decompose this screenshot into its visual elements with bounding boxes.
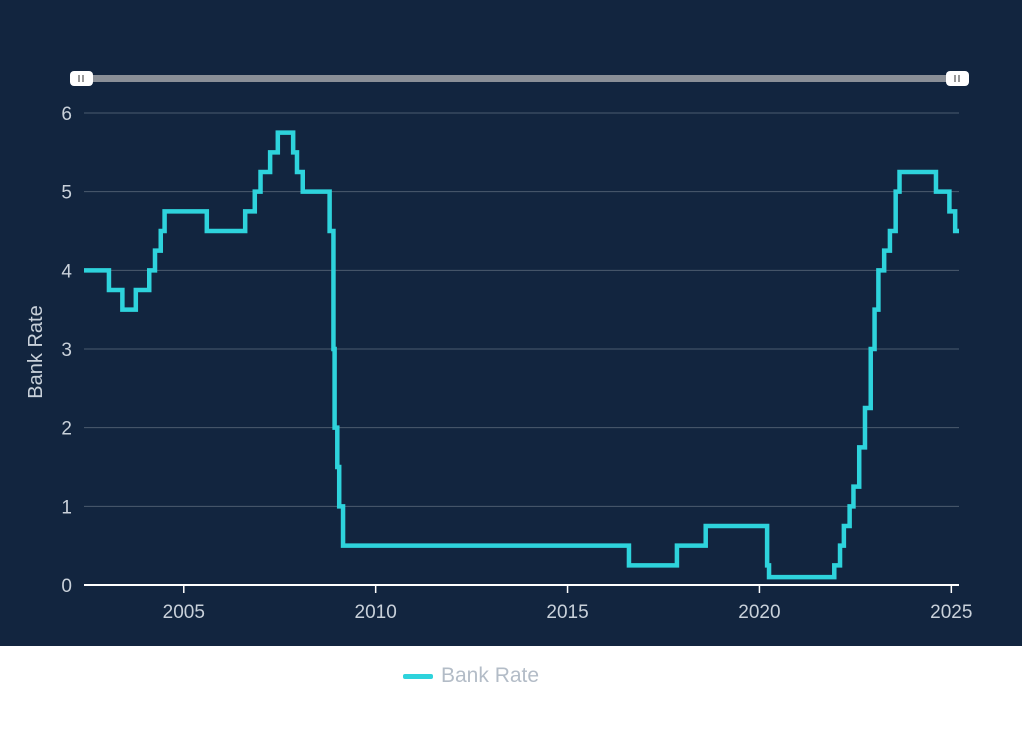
left-handle-body[interactable] (70, 71, 93, 86)
grip-handle-icon (78, 75, 84, 82)
grip-handle-icon (954, 75, 960, 82)
x-tick-label: 2005 (163, 602, 205, 623)
x-tick-label: 2015 (546, 602, 588, 623)
chart-background (0, 0, 1022, 646)
y-tick-label: 5 (61, 183, 72, 204)
y-tick-label: 4 (61, 261, 72, 282)
range-navigator[interactable] (70, 71, 969, 86)
navigator-left-handle[interactable] (70, 71, 93, 86)
y-tick-label: 6 (61, 104, 72, 125)
legend-label-bank-rate[interactable]: Bank Rate (441, 664, 540, 687)
series-line-bank-rate[interactable] (84, 130, 959, 580)
navigator-right-handle[interactable] (946, 71, 969, 86)
right-handle-body[interactable] (946, 71, 969, 86)
x-tick-label: 2010 (355, 602, 397, 623)
legend-swatch (403, 673, 433, 679)
series-layer (84, 130, 959, 580)
y-tick-label: 2 (61, 419, 72, 440)
x-tick-label: 2025 (930, 602, 972, 623)
legend[interactable]: Bank Rate (403, 664, 539, 688)
y-axis-ticks: 0 1 2 3 4 5 6 (61, 104, 72, 597)
x-tick-label: 2020 (738, 602, 780, 623)
gridlines (84, 112, 959, 507)
y-tick-label: 0 (61, 576, 72, 597)
y-tick-label: 3 (61, 340, 72, 361)
x-axis-ticks: 2005 2010 2015 2020 2025 (163, 585, 972, 623)
navigator-track[interactable] (84, 75, 959, 82)
y-axis-title: Bank Rate (25, 305, 47, 398)
y-tick-label: 1 (61, 497, 72, 518)
